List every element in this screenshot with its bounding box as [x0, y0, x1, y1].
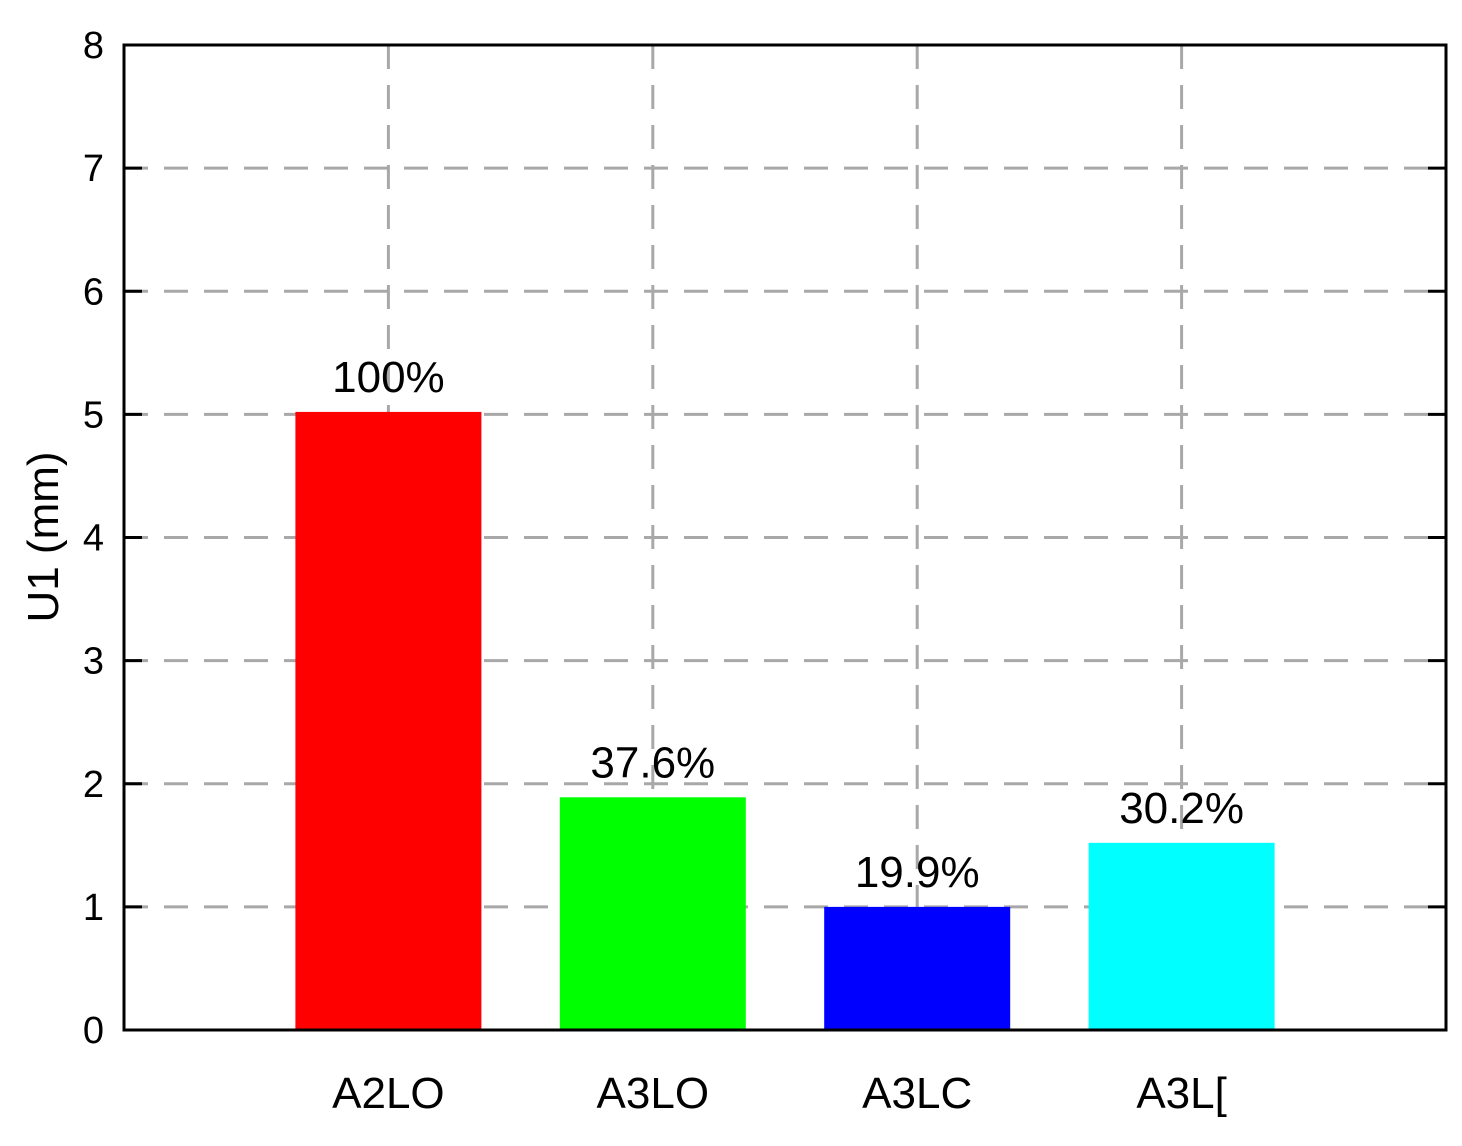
y-tick-label: 1 [83, 887, 104, 929]
bar-data-label: 37.6% [590, 738, 715, 787]
y-tick-label: 6 [83, 271, 104, 313]
bar-data-label: 100% [332, 353, 445, 402]
y-tick-label: 0 [83, 1010, 104, 1052]
y-tick-label: 7 [83, 148, 104, 190]
bar [295, 411, 482, 1031]
bar [1088, 842, 1275, 1030]
x-category-label: A2LO [332, 1069, 445, 1118]
axis-layer [122, 43, 1448, 1032]
y-tick-label: 5 [83, 394, 104, 436]
label-layer: 0 1 2 3 4 5 6 7 8 A2LO A3LO A3LC A3L[ 100% 37.6% 19.9% 3… [83, 25, 1244, 1118]
bar [824, 906, 1011, 1030]
y-tick-label: 4 [83, 518, 104, 560]
bar-data-label: 30.2% [1119, 784, 1244, 833]
bar-data-label: 19.9% [855, 848, 980, 897]
y-tick-label: 8 [83, 25, 104, 67]
y-tick-label: 2 [83, 764, 104, 806]
x-category-label: A3L[ [1136, 1069, 1227, 1118]
x-category-label: A3LC [862, 1069, 972, 1118]
x-category-label: A3LO [597, 1069, 710, 1118]
bar-layer [295, 411, 1275, 1031]
bar [559, 797, 746, 1030]
y-tick-label: 3 [83, 641, 104, 683]
y-axis-title: U1 (mm) [19, 451, 68, 622]
